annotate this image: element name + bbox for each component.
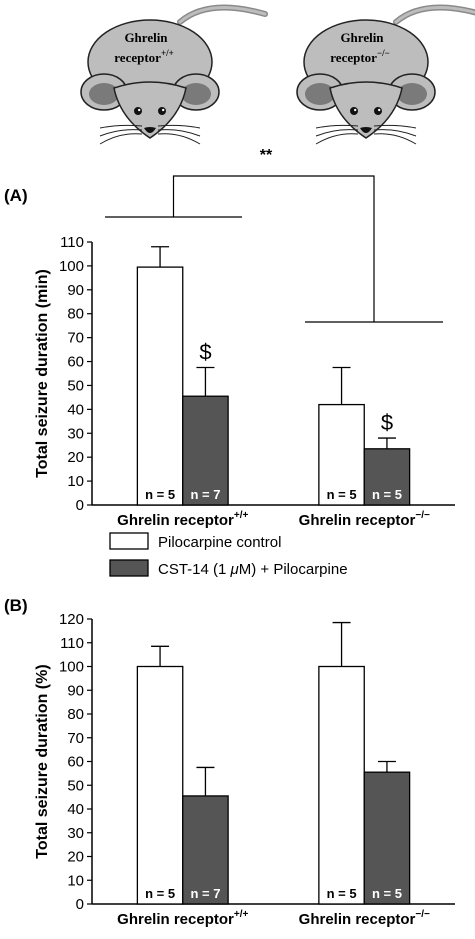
mouse-eye — [134, 107, 142, 115]
y-tick-label: 70 — [67, 330, 84, 347]
y-axis-label: Total seizure duration (min) — [34, 269, 51, 478]
y-tick-label: 10 — [67, 872, 84, 889]
mouse-whisker — [99, 129, 143, 137]
mouse-whisker — [157, 133, 201, 145]
significance-annotation: ** — [105, 147, 443, 323]
significance-stars: ** — [260, 147, 273, 164]
mouse-ear-inner — [305, 83, 335, 105]
mouse-ear-inner — [397, 83, 427, 105]
mouse-eye — [158, 107, 166, 115]
legend: Pilocarpine control CST-14 (1 μM) + Piloc… — [109, 532, 348, 578]
y-tick-label: 80 — [67, 306, 84, 323]
bracket-connector — [172, 175, 375, 322]
mouse-whisker — [99, 133, 143, 145]
y-tick-label: 90 — [67, 282, 84, 299]
mouse-eye-glint — [162, 108, 165, 112]
mouse-whisker — [315, 133, 359, 145]
legend-swatch-control — [109, 532, 149, 550]
mouse-whisker — [315, 129, 359, 137]
bar-n-label: n = 5 — [145, 886, 175, 901]
y-tick-label: 60 — [67, 354, 84, 371]
y-tick-label: 110 — [60, 234, 84, 251]
y-tick-label: 50 — [67, 377, 84, 394]
x-group-label: Ghrelin receptor+/+ — [117, 909, 248, 928]
bar-n-label: n = 7 — [190, 487, 220, 502]
mouse-whisker — [99, 124, 143, 129]
mouse-whisker — [157, 129, 201, 137]
mouse-tail-inner — [178, 6, 267, 24]
mouse-head — [329, 81, 403, 139]
bar-n-label: n = 7 — [190, 886, 220, 901]
mouse-1: Ghrelin receptor+/+ — [80, 4, 268, 145]
mouse-2: Ghrelin receptor−/− — [296, 4, 475, 145]
x-group-label: Ghrelin receptor−/− — [299, 510, 430, 529]
mouse-label-line1: Ghrelin — [124, 30, 168, 45]
y-tick-label: 80 — [67, 706, 84, 723]
legend-label-treated: CST-14 (1 μM) + Pilocarpine — [158, 561, 348, 578]
bar — [136, 665, 184, 905]
y-tick-label: 20 — [67, 449, 84, 466]
bar — [363, 771, 411, 905]
y-tick-label: 110 — [60, 635, 84, 652]
mouse-ear-inner — [89, 83, 119, 105]
panel-label: (B) — [4, 596, 28, 615]
bar — [363, 448, 411, 506]
mouse-label-line1: Ghrelin — [340, 30, 384, 45]
y-tick-label: 120 — [59, 611, 84, 628]
mouse-nose — [144, 127, 156, 133]
y-tick-label: 100 — [59, 258, 84, 275]
y-tick-label: 40 — [67, 401, 84, 418]
mouse-label-line2: receptor−/− — [330, 48, 389, 65]
bar-n-label: n = 5 — [327, 886, 357, 901]
mouse-eye-glint — [354, 108, 357, 112]
y-tick-label: 40 — [67, 801, 84, 818]
y-tick-label: 50 — [67, 777, 84, 794]
mouse-whisker — [373, 129, 417, 137]
bar — [182, 795, 229, 905]
bar — [318, 403, 365, 506]
panel-label: (A) — [4, 186, 28, 205]
y-axis-label: Total seizure duration (%) — [34, 664, 51, 858]
bar-n-label: n = 5 — [372, 886, 402, 901]
x-group-label: Ghrelin receptor+/+ — [117, 510, 248, 529]
legend-label-control: Pilocarpine control — [158, 534, 281, 551]
mouse-whisker — [157, 124, 201, 129]
mouse-nose — [360, 127, 372, 133]
bar-sig-mark: $ — [199, 340, 211, 365]
mouse-eye-glint — [378, 108, 381, 112]
mouse-whisker — [373, 133, 417, 145]
bar — [136, 266, 184, 506]
y-tick-label: 90 — [67, 682, 84, 699]
bar-n-label: n = 5 — [372, 487, 402, 502]
y-tick-label: 70 — [67, 730, 84, 747]
y-tick-label: 10 — [67, 473, 84, 490]
mouse-tail-inner — [394, 6, 475, 24]
y-tick-label: 0 — [76, 896, 84, 913]
mouse-whisker — [315, 124, 359, 129]
bar-n-label: n = 5 — [327, 487, 357, 502]
bar-sig-mark: $ — [381, 410, 393, 435]
mouse-eye — [350, 107, 358, 115]
mouse-eye — [374, 107, 382, 115]
y-tick-label: 60 — [67, 754, 84, 771]
legend-swatch-treated — [109, 559, 149, 577]
panel-b-chart: 0 10 20 30 40 50 60 70 80 90 100 110 120 Total seizur… — [4, 596, 455, 928]
y-tick-label: 100 — [59, 659, 84, 676]
mouse-ear-inner — [181, 83, 211, 105]
mouse-eye-glint — [138, 108, 141, 112]
mouse-illustrations: Ghrelin receptor+/+ Ghrelin receptor−/− — [80, 4, 475, 145]
x-group-label: Ghrelin receptor−/− — [299, 909, 430, 928]
bar — [318, 665, 365, 905]
y-tick-label: 30 — [67, 425, 84, 442]
y-tick-label: 0 — [76, 497, 84, 514]
bar — [182, 395, 229, 506]
mouse-head — [113, 81, 187, 139]
mouse-whisker — [373, 124, 417, 129]
mouse-label-line2: receptor+/+ — [114, 48, 173, 65]
y-tick-label: 30 — [67, 825, 84, 842]
panel-a-chart: 0 10 20 30 40 50 60 70 80 90 100 110 Total seizure d… — [4, 186, 455, 529]
bar-n-label: n = 5 — [145, 487, 175, 502]
y-tick-label: 20 — [67, 849, 84, 866]
